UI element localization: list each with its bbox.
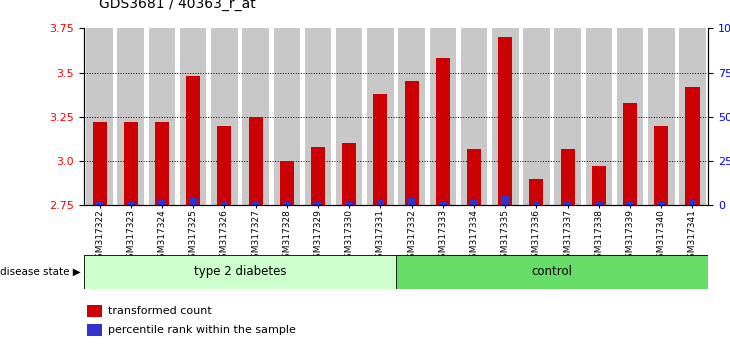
Bar — [502, 196, 509, 205]
Bar — [439, 202, 447, 205]
Bar — [554, 28, 581, 205]
Bar — [242, 28, 269, 205]
Bar — [679, 28, 706, 205]
Bar — [96, 202, 104, 205]
Bar — [87, 324, 102, 336]
Bar — [592, 166, 606, 205]
Bar — [87, 305, 102, 317]
Bar — [585, 28, 612, 205]
Bar — [595, 202, 603, 205]
Bar — [345, 202, 353, 205]
Bar — [654, 126, 668, 205]
Bar — [124, 122, 138, 205]
Bar — [685, 87, 699, 205]
Bar — [492, 28, 518, 205]
Bar — [155, 122, 169, 205]
Bar — [564, 202, 572, 205]
Bar — [626, 202, 634, 205]
Bar — [249, 117, 263, 205]
Bar — [623, 103, 637, 205]
Bar — [617, 28, 643, 205]
Bar — [499, 37, 512, 205]
Bar — [396, 255, 708, 289]
Bar — [86, 28, 113, 205]
Text: control: control — [531, 265, 572, 278]
Bar — [336, 28, 363, 205]
Bar — [189, 198, 197, 205]
Text: transformed count: transformed count — [108, 306, 212, 316]
Bar — [688, 200, 696, 205]
Bar — [283, 202, 291, 205]
Text: type 2 diabetes: type 2 diabetes — [193, 265, 286, 278]
Bar — [342, 143, 356, 205]
Bar — [158, 200, 166, 205]
Bar — [149, 28, 175, 205]
Bar — [252, 202, 259, 205]
Bar — [186, 76, 200, 205]
Bar — [561, 149, 575, 205]
Bar — [180, 28, 207, 205]
Bar — [220, 202, 228, 205]
Bar — [84, 255, 396, 289]
Bar — [127, 202, 134, 205]
Text: GDS3681 / 40363_r_at: GDS3681 / 40363_r_at — [99, 0, 256, 11]
Bar — [311, 147, 325, 205]
Bar — [314, 202, 322, 205]
Bar — [399, 28, 425, 205]
Bar — [429, 28, 456, 205]
Bar — [408, 198, 415, 205]
Bar — [404, 81, 418, 205]
Text: percentile rank within the sample: percentile rank within the sample — [108, 325, 296, 335]
Text: disease state ▶: disease state ▶ — [0, 267, 80, 277]
Bar — [436, 58, 450, 205]
Bar — [523, 28, 550, 205]
Bar — [118, 28, 144, 205]
Bar — [533, 202, 540, 205]
Bar — [374, 94, 388, 205]
Bar — [648, 28, 675, 205]
Bar — [304, 28, 331, 205]
Bar — [467, 149, 481, 205]
Bar — [211, 28, 238, 205]
Bar — [93, 122, 107, 205]
Bar — [470, 200, 478, 205]
Bar — [367, 28, 393, 205]
Bar — [280, 161, 293, 205]
Bar — [461, 28, 488, 205]
Bar — [658, 202, 665, 205]
Bar — [218, 126, 231, 205]
Bar — [274, 28, 300, 205]
Bar — [377, 200, 384, 205]
Bar — [529, 179, 543, 205]
